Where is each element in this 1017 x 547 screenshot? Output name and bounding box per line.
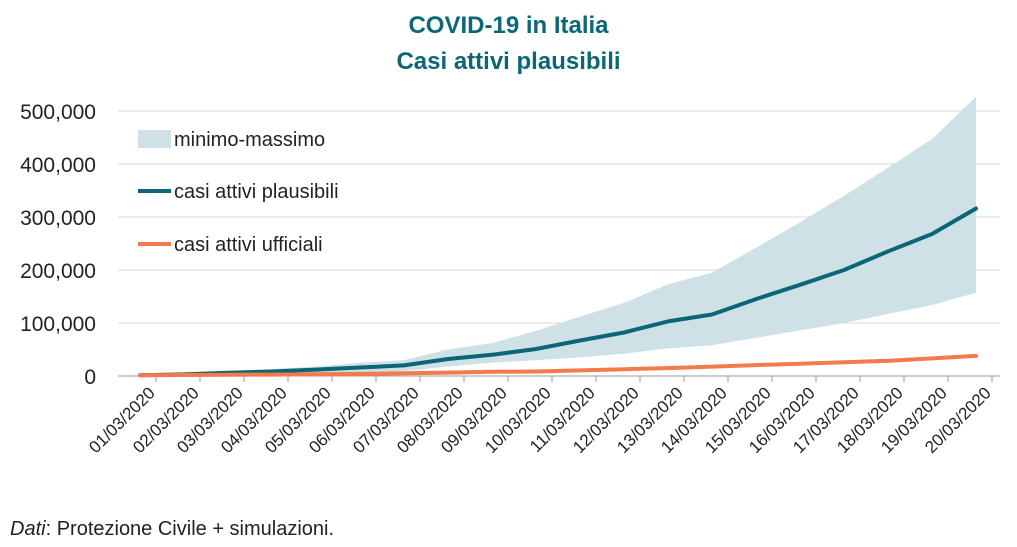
legend-label: casi attivi ufficiali	[174, 234, 323, 256]
source-footer: Dati: Protezione Civile + simulazioni.	[10, 518, 334, 541]
chart-title: COVID-19 in Italia	[408, 12, 609, 39]
legend-label: casi attivi plausibili	[174, 181, 339, 203]
band-layer	[140, 96, 976, 376]
chart-subtitle: Casi attivi plausibili	[396, 48, 621, 75]
y-tick-label: 400,000	[20, 154, 96, 177]
legend-swatch-band	[138, 130, 171, 148]
y-tick-label: 500,000	[20, 101, 96, 124]
y-tick-label: 300,000	[20, 207, 96, 230]
y-tick-label: 100,000	[20, 313, 96, 336]
series-line-plausibili	[138, 206, 978, 378]
legend: minimo-massimo casi attivi plausibili casi…	[138, 129, 339, 256]
legend-label: minimo-massimo	[174, 129, 325, 151]
source-text: : Protezione Civile + simulazioni.	[45, 518, 335, 540]
y-axis: 0 100,000 200,000 300,000 400,000 500,000	[20, 101, 96, 389]
y-tick-label: 200,000	[20, 260, 96, 283]
source-label: Dati	[10, 518, 46, 540]
x-axis: 01/03/202002/03/202003/03/202004/03/2020…	[85, 376, 995, 457]
series-line-ufficiali	[138, 353, 978, 378]
band-min-max	[140, 96, 976, 376]
y-tick-label: 0	[84, 366, 96, 389]
series-lines	[138, 206, 978, 378]
